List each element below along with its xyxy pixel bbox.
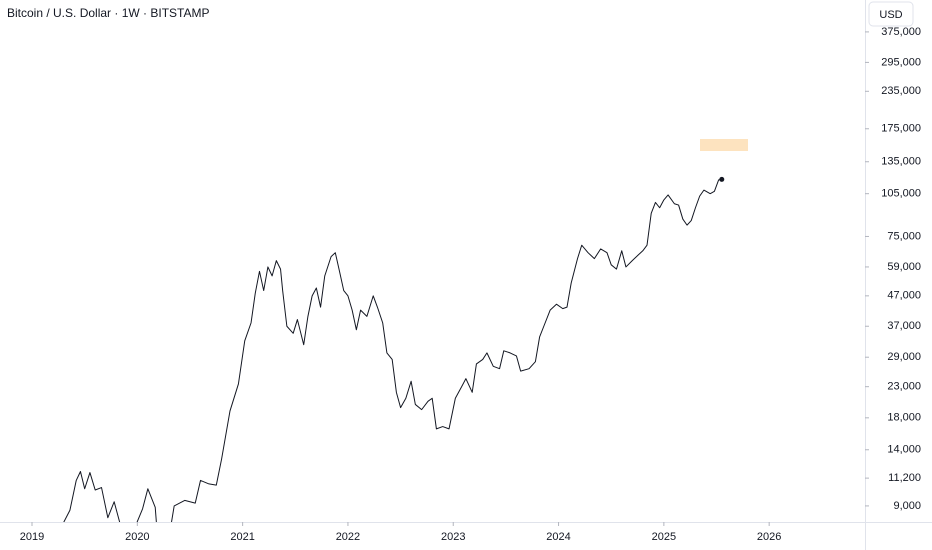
y-tick-label: 23,000	[887, 381, 921, 393]
x-tick-label: 2023	[441, 531, 465, 543]
y-tick-label: 9,000	[893, 500, 921, 512]
price-line	[63, 178, 722, 522]
x-tick-label: 2025	[652, 531, 676, 543]
y-tick-label: 11,200	[888, 472, 921, 484]
y-tick-label: 135,000	[881, 156, 921, 168]
x-tick-label: 2026	[757, 531, 781, 543]
y-tick-label: 18,000	[887, 412, 921, 424]
y-tick-label: 105,000	[881, 188, 921, 200]
y-tick-label: 47,000	[887, 290, 921, 302]
y-tick-label: 37,000	[887, 320, 921, 332]
plot-area	[63, 176, 725, 522]
x-tick-label: 2019	[20, 531, 44, 543]
y-tick-label: 235,000	[881, 85, 921, 97]
y-tick-label: 59,000	[887, 261, 921, 273]
y-tick-label: 29,000	[887, 351, 921, 363]
x-tick-label: 2022	[336, 531, 360, 543]
last-price-dot	[719, 176, 725, 182]
y-tick-label: 375,000	[881, 26, 921, 38]
currency-label[interactable]: USD	[879, 9, 902, 21]
chart-title: Bitcoin / U.S. Dollar · 1W · BITSTAMP	[7, 6, 209, 20]
x-tick-label: 2020	[125, 531, 149, 543]
currency-button[interactable]	[868, 1, 914, 27]
x-tick-label: 2021	[230, 531, 254, 543]
y-tick-label: 14,000	[887, 444, 921, 456]
y-tick-label: 175,000	[881, 123, 921, 135]
y-tick-label: 295,000	[881, 56, 921, 68]
price-marker-box	[700, 139, 748, 151]
y-tick-label: 75,000	[887, 230, 921, 242]
x-tick-label: 2024	[546, 531, 570, 543]
